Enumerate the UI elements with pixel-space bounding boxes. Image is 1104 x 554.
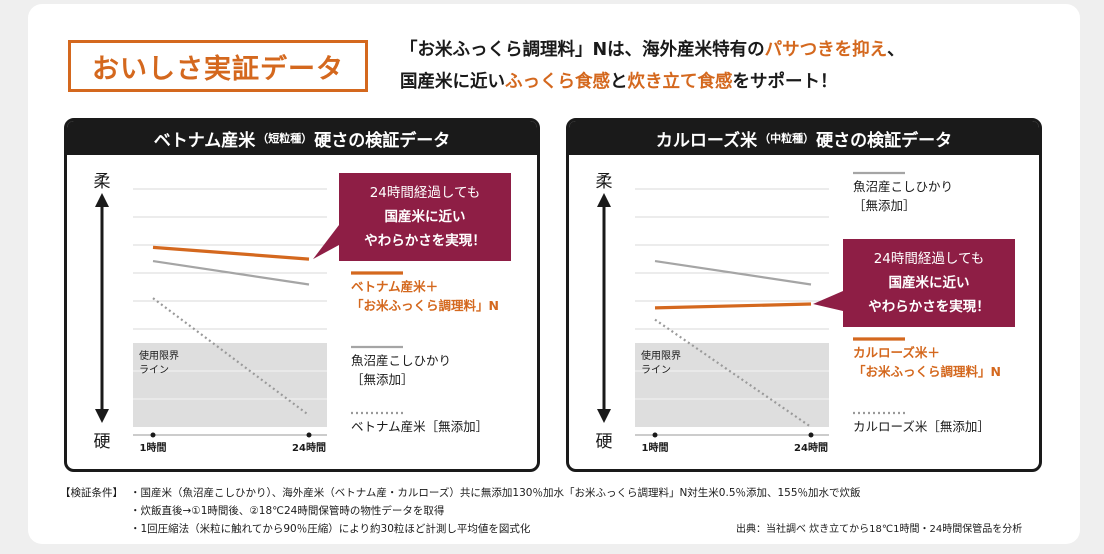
x-tick-label: 24時間: [292, 441, 326, 454]
x-tick-dot: [306, 432, 312, 438]
series-line-orange: [654, 302, 812, 310]
condition-item: ・炊飯直後→①1時間後、②18℃24時間保管時の物性データを取得: [130, 505, 445, 517]
condition-row: ・1回圧縮法（米粒に触れてから90％圧縮）により約30粒ほど計測し平均値を図式化: [60, 520, 861, 538]
legend-label: カルローズ米［無添加］: [853, 419, 990, 434]
chart-panel-vietnam: ベトナム産米 （短粒種） 硬さの検証データ 使用限界ライン 1時間 24時間 柔硬 ベトナム…: [64, 118, 540, 472]
legend-label: 魚沼産こしひかり: [853, 179, 953, 194]
chart-title-main: カルローズ米: [655, 130, 758, 151]
condition-row: ・炊飯直後→①1時間後、②18℃24時間保管時の物性データを取得: [60, 502, 861, 520]
chart-title-tail: 硬さの検証データ: [314, 130, 451, 151]
source-note: 出典：当社調べ 炊き立てから18℃1時間・24時間保管品を分析: [736, 524, 1023, 535]
axis-arrow-down-icon: [597, 409, 611, 423]
chart-title-tail: 硬さの検証データ: [816, 130, 953, 151]
limit-label: ライン: [641, 364, 671, 376]
x-tick-label: 1時間: [140, 441, 167, 454]
intro-highlight-2: ふっくら食感: [505, 72, 610, 92]
callout-box: [339, 173, 511, 261]
chart-title: ベトナム産米 （短粒種） 硬さの検証データ: [67, 121, 537, 155]
chart-title-sub: （短粒種）: [257, 132, 313, 145]
chart-panel-calrose: カルローズ米 （中粒種） 硬さの検証データ 使用限界ライン 1時間 24時間 柔硬 魚沼産こ…: [566, 118, 1042, 472]
callout-pointer: [813, 291, 843, 311]
axis-arrow-up-icon: [597, 193, 611, 207]
legend-label: 「お米ふっくら調理料」N: [853, 364, 1001, 379]
limit-label: 使用限界: [641, 349, 681, 362]
intro-line-1: 「お米ふっくら調理料」Nは、海外産米特有のパサつきを抑え、: [400, 34, 1040, 66]
intro-text-3: 国産米に近い: [400, 72, 505, 92]
series-line-dotted: [654, 318, 812, 428]
condition-item: ・1回圧縮法（米粒に触れてから90％圧縮）により約30粒ほど計測し平均値を図式化: [130, 523, 531, 535]
x-tick-label: 1時間: [642, 441, 669, 454]
callout-pointer: [313, 225, 339, 260]
intro-text-2: 、: [887, 40, 905, 60]
intro-text-5: をサポート！: [732, 72, 838, 92]
intro-line-2: 国産米に近いふっくら食感と炊き立て食感をサポート！: [400, 66, 1040, 98]
y-bottom-label: 硬: [596, 432, 613, 452]
axis-arrow-down-icon: [95, 409, 109, 423]
limit-label: 使用限界: [139, 349, 179, 362]
axis-arrow-up-icon: [95, 193, 109, 207]
conditions: 【検証条件】 ・国産米（魚沼産こしひかり）、海外産米（ベトナム産・カルローズ）共に…: [60, 484, 861, 538]
y-bottom-label: 硬: [94, 432, 111, 452]
y-top-label: 柔: [596, 172, 613, 192]
callout-text: 24時間経過しても: [370, 185, 481, 201]
callout-text: 国産米に近い: [889, 274, 970, 291]
condition-row: 【検証条件】 ・国産米（魚沼産こしひかり）、海外産米（ベトナム産・カルローズ）共に…: [60, 484, 861, 502]
legend-label: ベトナム産米［無添加］: [351, 419, 488, 434]
legend-label: 魚沼産こしひかり: [351, 353, 451, 368]
intro-highlight-3: 炊き立て食感: [627, 72, 733, 92]
chart-title: カルローズ米 （中粒種） 硬さの検証データ: [569, 121, 1039, 155]
intro-text-4: と: [610, 72, 628, 92]
legend-label: カルローズ米＋: [853, 345, 940, 360]
callout-box: [843, 239, 1015, 327]
callout-text: やわらかさを実現！: [868, 298, 990, 315]
chart-title-main: ベトナム産米: [153, 130, 256, 151]
condition-item: ・国産米（魚沼産こしひかり）、海外産米（ベトナム産・カルローズ）共に無添加130…: [130, 487, 861, 499]
x-tick-dot: [808, 432, 814, 438]
intro-text-1: 「お米ふっくら調理料」Nは、海外産米特有の: [400, 40, 765, 60]
intro-highlight-1: パサつきを抑え: [764, 40, 888, 60]
legend-label: ［無添加］: [853, 198, 916, 213]
legend-label: ベトナム産米＋: [351, 279, 438, 294]
conditions-label: 【検証条件】: [60, 487, 123, 499]
legend-label: 「お米ふっくら調理料」N: [351, 298, 499, 313]
page-title: おいしさ実証データ: [68, 40, 368, 92]
legend-label: ［無添加］: [351, 372, 414, 387]
x-tick-dot: [652, 432, 658, 438]
chart-title-sub: （中粒種）: [759, 132, 815, 145]
limit-area: [635, 343, 829, 427]
x-tick-dot: [150, 432, 156, 438]
series-line-gray: [654, 259, 812, 286]
limit-label: ライン: [139, 364, 169, 376]
y-top-label: 柔: [94, 172, 111, 192]
page-title-text: おいしさ実証データ: [92, 53, 344, 85]
callout-text: 国産米に近い: [385, 208, 466, 225]
intro-text: 「お米ふっくら調理料」Nは、海外産米特有のパサつきを抑え、 国産米に近いふっくら…: [400, 34, 1040, 98]
callout-text: やわらかさを実現！: [364, 232, 486, 249]
series-line-orange: [152, 245, 310, 261]
series-line-gray: [152, 259, 310, 286]
callout-text: 24時間経過しても: [874, 251, 985, 267]
x-tick-label: 24時間: [794, 441, 828, 454]
